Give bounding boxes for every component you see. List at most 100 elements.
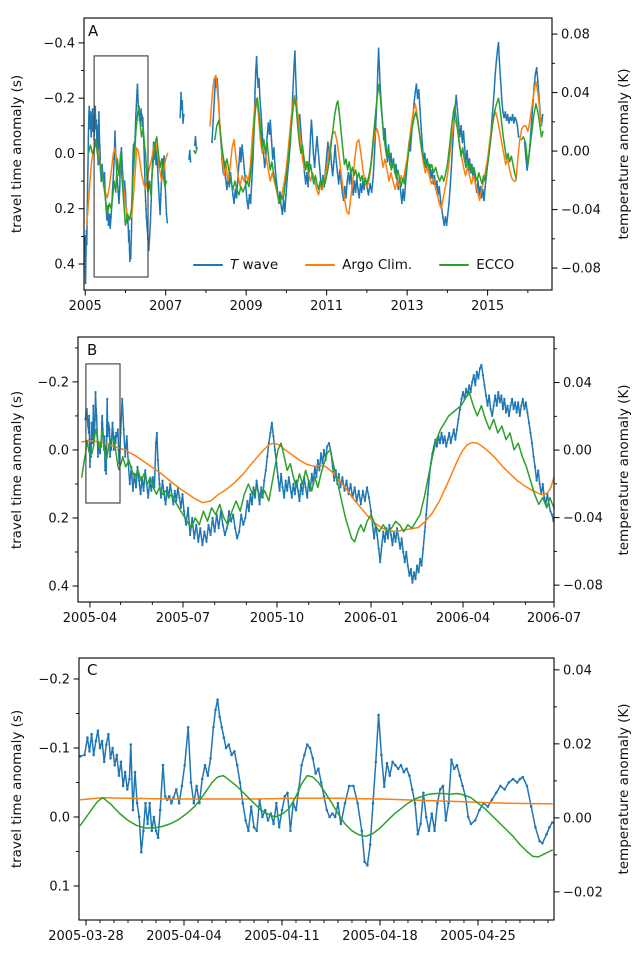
data-point-marker <box>89 442 92 445</box>
data-point-marker <box>317 149 320 152</box>
data-point-marker <box>399 191 402 194</box>
data-point-marker <box>120 147 123 149</box>
data-point-marker <box>233 750 236 753</box>
data-point-marker <box>366 864 369 867</box>
data-point-marker <box>129 743 133 746</box>
x-tick-label: 2006-01 <box>344 611 398 626</box>
data-point-marker <box>121 397 124 400</box>
data-point-marker <box>88 105 91 108</box>
data-point-marker <box>465 387 468 390</box>
data-point-marker <box>304 486 307 489</box>
data-point-marker <box>137 815 141 819</box>
data-point-marker <box>213 530 216 533</box>
legend-label-t-wave: wave <box>238 257 279 273</box>
data-point-marker <box>261 133 264 136</box>
data-point-marker <box>307 185 309 188</box>
data-point-marker <box>367 194 370 196</box>
data-point-marker <box>384 127 386 130</box>
data-point-marker <box>492 404 495 407</box>
data-point-marker <box>268 133 271 136</box>
data-point-marker <box>527 421 531 424</box>
data-point-marker <box>452 767 456 770</box>
data-point-marker <box>376 533 379 537</box>
data-point-marker <box>250 180 253 183</box>
data-point-marker <box>448 202 450 205</box>
data-point-marker <box>387 144 390 147</box>
data-point-marker <box>109 757 112 760</box>
x-tick-label: 2005-04-11 <box>244 929 320 944</box>
data-point-marker <box>316 459 319 462</box>
data-point-marker <box>292 482 295 486</box>
data-point-marker <box>232 513 235 516</box>
data-point-marker <box>481 374 485 377</box>
data-point-marker <box>158 482 161 486</box>
data-point-marker <box>396 527 399 530</box>
data-point-marker <box>179 506 182 509</box>
data-point-marker <box>291 91 294 94</box>
data-point-marker <box>541 113 544 116</box>
y-tick-label: 0.0 <box>49 810 70 825</box>
data-point-marker <box>107 425 110 428</box>
data-point-marker <box>116 428 119 431</box>
data-point-marker <box>488 394 491 397</box>
y-tick-label: 0.4 <box>48 580 69 595</box>
t-wave-line-swatch-icon <box>193 263 223 267</box>
data-point-marker <box>106 397 109 400</box>
data-point-marker <box>510 397 514 400</box>
data-point-marker <box>333 160 335 163</box>
data-point-marker <box>451 435 454 438</box>
data-point-marker <box>271 158 274 160</box>
data-point-marker <box>322 795 326 798</box>
data-point-marker <box>87 116 90 119</box>
data-point-marker <box>244 819 247 822</box>
data-point-marker <box>325 155 328 158</box>
data-point-marker <box>371 801 375 805</box>
data-point-marker <box>104 469 107 472</box>
data-point-marker <box>125 435 128 438</box>
y-tick-label: −0.2 <box>43 92 75 107</box>
right-y-tick-label: 0.00 <box>563 444 592 459</box>
data-point-marker <box>84 282 87 285</box>
data-point-marker <box>306 171 308 174</box>
data-point-marker <box>442 216 444 218</box>
data-point-marker <box>289 829 292 833</box>
x-tick-label: 2005-03-28 <box>48 929 124 944</box>
data-point-marker <box>235 196 238 199</box>
data-point-marker <box>358 196 361 199</box>
data-point-marker <box>454 438 457 441</box>
data-point-marker <box>373 537 376 540</box>
data-point-marker <box>457 122 460 124</box>
data-point-marker <box>462 130 465 133</box>
data-point-marker <box>374 760 378 764</box>
data-point-marker <box>141 124 144 127</box>
data-point-marker <box>419 108 421 111</box>
data-point-marker <box>132 152 135 155</box>
data-point-marker <box>377 713 380 717</box>
data-point-marker <box>444 819 448 822</box>
data-point-marker <box>408 574 411 577</box>
data-point-marker <box>281 486 284 489</box>
data-point-marker <box>312 152 315 155</box>
data-point-marker <box>529 431 532 434</box>
data-point-marker <box>246 499 249 503</box>
data-point-marker <box>395 163 397 166</box>
data-point-marker <box>149 221 152 224</box>
data-point-marker <box>287 476 290 479</box>
data-point-marker <box>500 394 503 397</box>
data-point-marker <box>179 116 182 119</box>
data-point-marker <box>295 479 298 482</box>
data-point-marker <box>129 257 132 260</box>
data-point-marker <box>220 726 224 729</box>
right-y-tick-label: 0.04 <box>563 376 592 391</box>
data-point-marker <box>399 763 403 767</box>
data-point-marker <box>89 455 93 458</box>
data-point-marker <box>500 97 503 100</box>
data-point-marker <box>255 479 258 482</box>
data-point-marker <box>348 183 351 185</box>
data-point-marker <box>127 241 130 243</box>
data-point-marker <box>415 83 418 86</box>
data-point-marker <box>92 753 95 757</box>
data-point-marker <box>534 826 537 829</box>
right-y-tick-label: −0.08 <box>563 579 603 594</box>
data-point-marker <box>460 124 462 127</box>
